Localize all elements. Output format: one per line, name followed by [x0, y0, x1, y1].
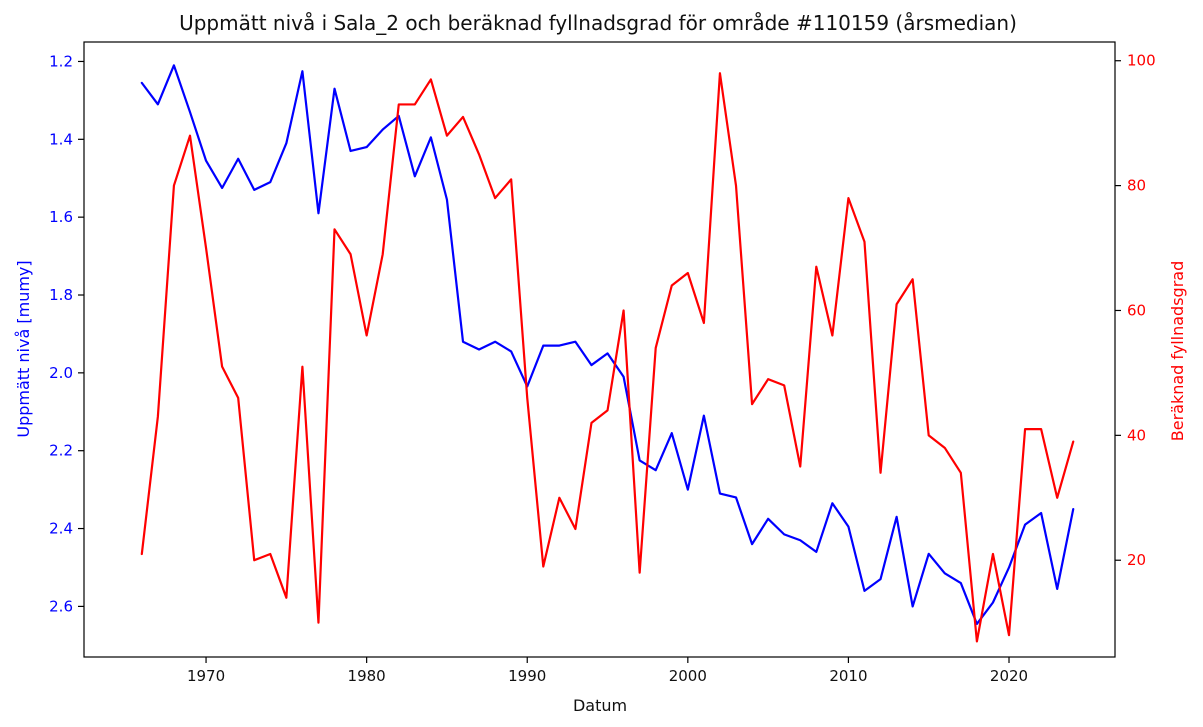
right-tick-label: 40 [1127, 426, 1146, 444]
x-axis-ticks: 1970 1980 1990 2000 2010 2020 [187, 657, 1028, 685]
left-tick-label: 1.4 [49, 130, 73, 148]
plot-area [83, 41, 1116, 658]
x-tick-label: 2010 [829, 667, 867, 685]
left-tick-label: 1.8 [49, 286, 73, 304]
left-tick-label: 1.6 [49, 208, 73, 226]
x-axis-label: Datum [573, 696, 627, 715]
left-tick-label: 2.6 [49, 597, 73, 615]
right-tick-label: 60 [1127, 301, 1146, 319]
left-tick-label: 1.2 [49, 52, 73, 70]
chart-title: Uppmätt nivå i Sala_2 och beräknad fylln… [179, 11, 1017, 35]
left-tick-label: 2.2 [49, 442, 73, 460]
right-tick-label: 20 [1127, 551, 1146, 569]
x-tick-label: 2020 [990, 667, 1028, 685]
x-tick-label: 2000 [669, 667, 707, 685]
series-line-level [140, 64, 1075, 626]
left-tick-label: 2.4 [49, 520, 73, 538]
right-tick-label: 100 [1127, 52, 1156, 70]
right-axis-label: Beräknad fyllnadsgrad [1168, 261, 1187, 442]
x-tick-label: 1970 [187, 667, 225, 685]
x-tick-label: 1990 [508, 667, 546, 685]
series-layer [140, 64, 1075, 643]
series-line-fill [140, 72, 1075, 643]
right-tick-label: 80 [1127, 177, 1146, 195]
left-tick-label: 2.0 [49, 364, 73, 382]
left-axis-ticks: 1.2 1.4 1.6 1.8 2.0 2.2 2.4 2.6 [49, 52, 84, 615]
left-axis-label: Uppmätt nivå [mumy] [14, 260, 33, 437]
x-tick-label: 1980 [348, 667, 386, 685]
right-axis-ticks: 20 40 60 80 100 [1115, 52, 1156, 569]
